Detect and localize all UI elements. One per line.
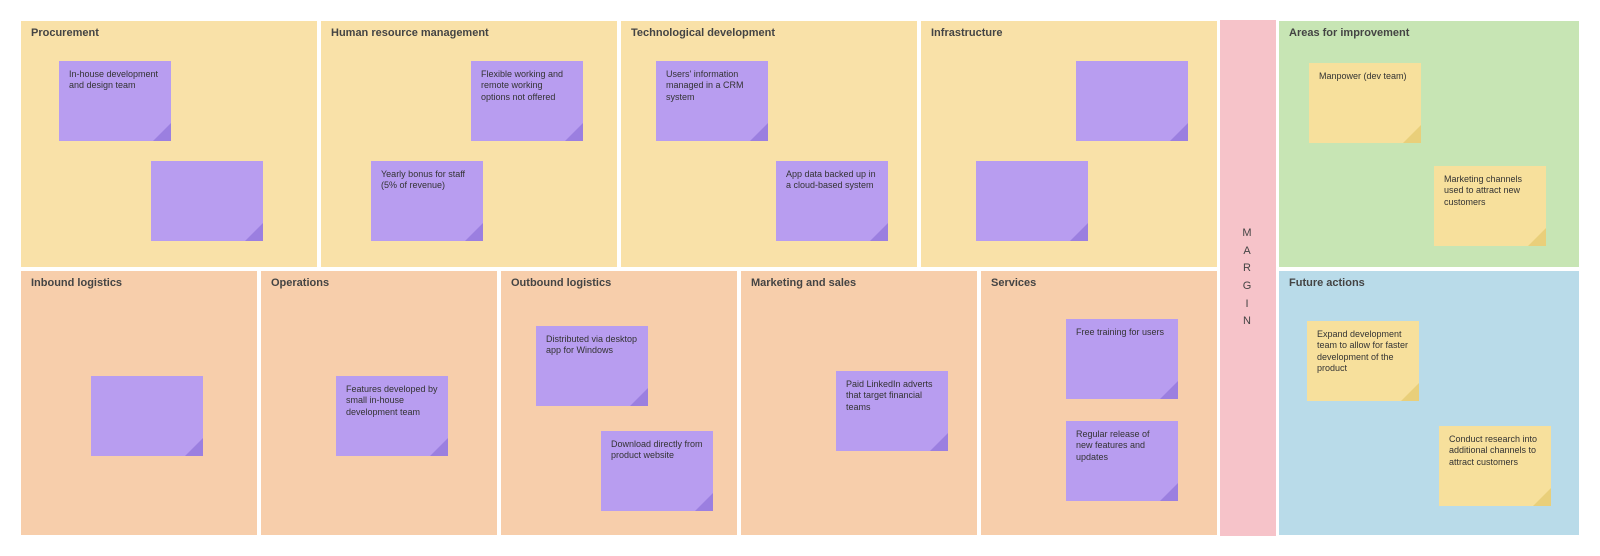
value-chain-canvas: Procurement In-house development and des… bbox=[0, 0, 1600, 556]
zone-operations: Operations Features developed by small i… bbox=[260, 270, 498, 536]
sticky-note[interactable]: Free training for users bbox=[1066, 319, 1178, 399]
zone-title: Services bbox=[991, 277, 1036, 289]
sticky-note[interactable] bbox=[976, 161, 1088, 241]
zone-title: Technological development bbox=[631, 27, 775, 39]
zone-title: Areas for improvement bbox=[1289, 27, 1409, 39]
sticky-note[interactable]: Features developed by small in-house dev… bbox=[336, 376, 448, 456]
zone-title: Infrastructure bbox=[931, 27, 1003, 39]
zone-marketing-sales: Marketing and sales Paid LinkedIn advert… bbox=[740, 270, 978, 536]
zone-inbound-logistics: Inbound logistics bbox=[20, 270, 258, 536]
sticky-note[interactable]: Conduct research into additional channel… bbox=[1439, 426, 1551, 506]
zone-title: Human resource management bbox=[331, 27, 489, 39]
sticky-note[interactable]: Paid LinkedIn adverts that target financ… bbox=[836, 371, 948, 451]
zone-areas-improvement: Areas for improvement Manpower (dev team… bbox=[1278, 20, 1580, 268]
sticky-note[interactable]: Users' information managed in a CRM syst… bbox=[656, 61, 768, 141]
zone-outbound-logistics: Outbound logistics Distributed via deskt… bbox=[500, 270, 738, 536]
zone-hr: Human resource management Flexible worki… bbox=[320, 20, 618, 268]
sticky-note[interactable]: Flexible working and remote working opti… bbox=[471, 61, 583, 141]
sticky-note[interactable]: App data backed up in a cloud-based syst… bbox=[776, 161, 888, 241]
zone-procurement: Procurement In-house development and des… bbox=[20, 20, 318, 268]
sticky-note[interactable] bbox=[151, 161, 263, 241]
sticky-note[interactable]: Expand development team to allow for fas… bbox=[1307, 321, 1419, 401]
sticky-note[interactable] bbox=[91, 376, 203, 456]
sticky-note[interactable]: Download directly from product website bbox=[601, 431, 713, 511]
sticky-note[interactable]: Yearly bonus for staff (5% of revenue) bbox=[371, 161, 483, 241]
sticky-note[interactable]: Manpower (dev team) bbox=[1309, 63, 1421, 143]
zone-title: Outbound logistics bbox=[511, 277, 611, 289]
zone-title: Inbound logistics bbox=[31, 277, 122, 289]
sticky-note[interactable]: Distributed via desktop app for Windows bbox=[536, 326, 648, 406]
zone-title: Future actions bbox=[1289, 277, 1365, 289]
sticky-note[interactable]: In-house development and design team bbox=[59, 61, 171, 141]
zone-tech: Technological development Users' informa… bbox=[620, 20, 918, 268]
margin-label: MARGIN bbox=[1242, 225, 1253, 331]
zone-title: Marketing and sales bbox=[751, 277, 856, 289]
sticky-note[interactable] bbox=[1076, 61, 1188, 141]
sticky-note[interactable]: Regular release of new features and upda… bbox=[1066, 421, 1178, 501]
zone-title: Operations bbox=[271, 277, 329, 289]
zone-infrastructure: Infrastructure bbox=[920, 20, 1218, 268]
zone-title: Procurement bbox=[31, 27, 99, 39]
zone-future-actions: Future actions Expand development team t… bbox=[1278, 270, 1580, 536]
margin-column: MARGIN bbox=[1220, 20, 1276, 536]
zone-services: Services Free training for users Regular… bbox=[980, 270, 1218, 536]
sticky-note[interactable]: Marketing channels used to attract new c… bbox=[1434, 166, 1546, 246]
